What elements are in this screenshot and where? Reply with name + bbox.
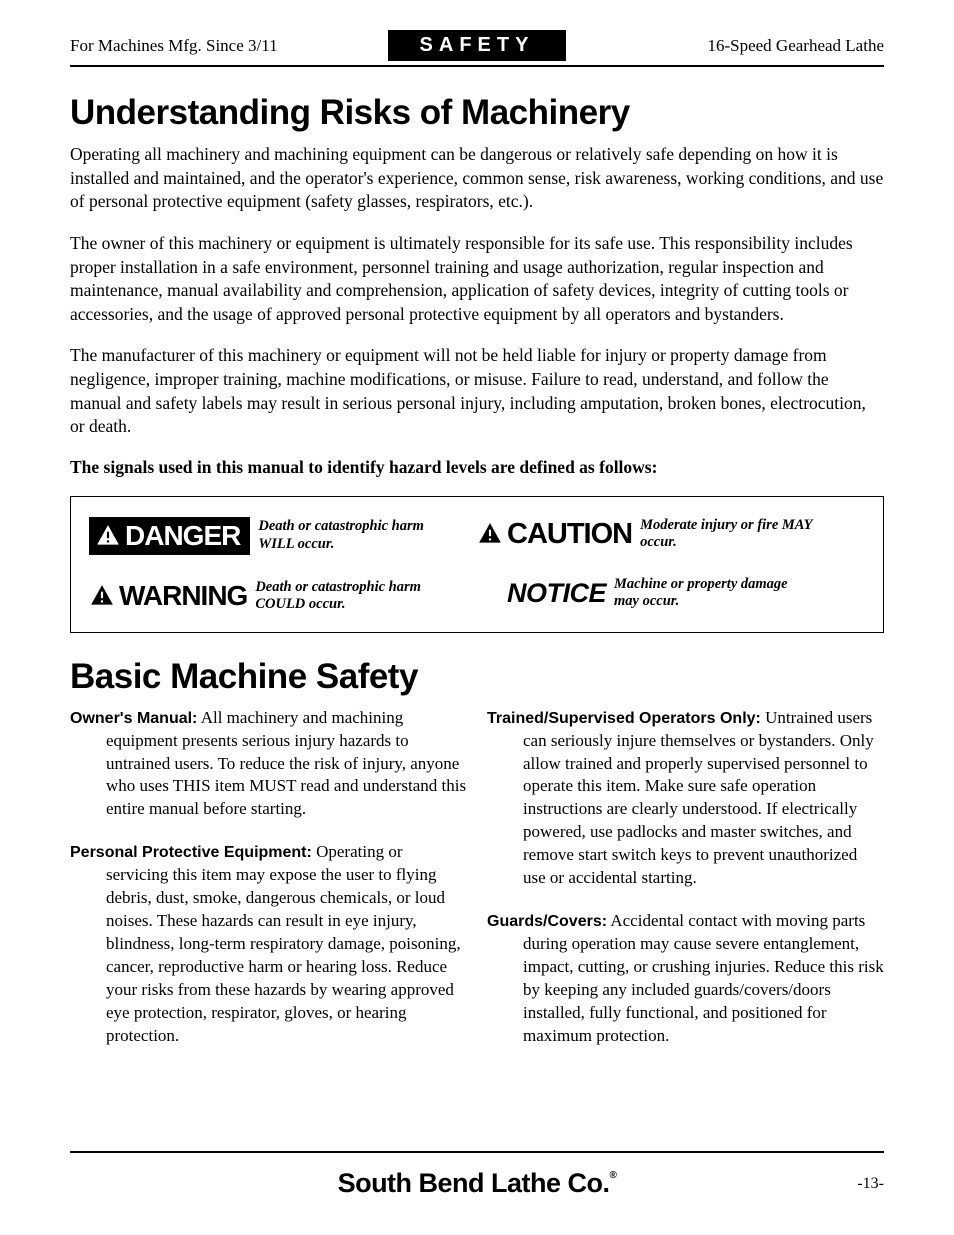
guards-label: Guards/Covers: [487,913,607,930]
section2-title: Basic Machine Safety [70,657,884,697]
page-number: -13- [857,1175,884,1193]
notice-desc: Machine or property damage may occur. [614,576,794,611]
hazard-col-left: DANGER Death or catastrophic harm WILL o… [89,517,477,614]
section1-p2: The owner of this machinery or equipment… [70,232,884,327]
danger-badge: DANGER [89,517,250,555]
company-logo-text: South Bend Lathe Co.® [338,1168,617,1198]
safety-col-right: Trained/Supervised Operators Only: Untra… [487,707,884,1068]
trained-label: Trained/Supervised Operators Only: [487,710,761,727]
safety-col-left: Owner's Manual: All machinery and machin… [70,707,467,1068]
warning-label: WARNING [119,580,247,612]
danger-label: DANGER [125,520,240,552]
hazard-warning: WARNING Death or catastrophic harm COULD… [89,579,477,614]
caution-label: CAUTION [507,518,632,551]
caution-desc: Moderate injury or fire MAY occur. [640,517,820,552]
alert-icon [95,523,121,549]
guards-text: Accidental contact with moving parts dur… [523,911,884,1045]
hazard-caution: CAUTION Moderate injury or fire MAY occu… [477,517,865,552]
safety-columns: Owner's Manual: All machinery and machin… [70,707,884,1068]
header-left-text: For Machines Mfg. Since 3/11 [70,36,388,56]
page-footer: South Bend Lathe Co.® -13- [70,1168,884,1199]
trained-text: Untrained users can seriously injure the… [523,708,874,888]
company-name: South Bend Lathe Co. [338,1168,610,1198]
alert-icon [477,521,503,547]
hazard-col-right: CAUTION Moderate injury or fire MAY occu… [477,517,865,614]
hazard-danger: DANGER Death or catastrophic harm WILL o… [89,517,477,555]
alert-icon [89,583,115,609]
safety-owners-manual: Owner's Manual: All machinery and machin… [70,707,467,822]
section1-title: Understanding Risks of Machinery [70,93,884,133]
owners-manual-label: Owner's Manual: [70,710,197,727]
registered-mark: ® [610,1170,617,1181]
section1-p1: Operating all machinery and machining eq… [70,143,884,214]
danger-desc: Death or catastrophic harm WILL occur. [258,518,438,553]
safety-guards: Guards/Covers: Accidental contact with m… [487,910,884,1048]
hazard-levels-box: DANGER Death or catastrophic harm WILL o… [70,496,884,633]
footer-rule [70,1151,884,1153]
safety-trained: Trained/Supervised Operators Only: Untra… [487,707,884,891]
section1-p3: The manufacturer of this machinery or eq… [70,344,884,439]
notice-label: NOTICE [507,578,606,609]
hazard-notice: NOTICE Machine or property damage may oc… [477,576,865,611]
header-section-tab: SAFETY [388,30,567,61]
hazard-intro-line: The signals used in this manual to ident… [70,457,884,478]
warning-badge: WARNING [89,580,247,612]
caution-badge: CAUTION [477,518,632,551]
ppe-label: Personal Protective Equipment: [70,844,312,861]
page-header: For Machines Mfg. Since 3/11 SAFETY 16-S… [70,30,884,67]
ppe-text: Operating or servicing this item may exp… [106,842,461,1045]
header-right-text: 16-Speed Gearhead Lathe [566,36,884,56]
safety-ppe: Personal Protective Equipment: Operating… [70,841,467,1047]
warning-desc: Death or catastrophic harm COULD occur. [255,579,435,614]
